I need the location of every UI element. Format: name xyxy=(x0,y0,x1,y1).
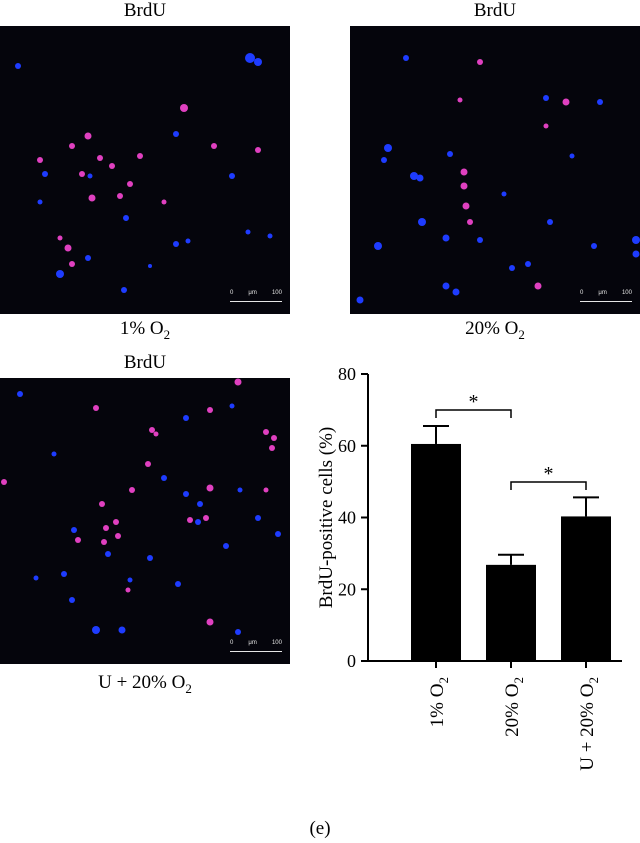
panel-2-caption: 20% O2 xyxy=(465,318,525,342)
figure-label: (e) xyxy=(309,818,331,839)
y-tick-label: 60 xyxy=(338,436,356,456)
significance-bracket xyxy=(510,481,587,490)
micrograph-3: 0 μm 100 xyxy=(0,378,290,664)
bar xyxy=(561,516,611,661)
cells-2 xyxy=(356,55,640,304)
y-axis-label: BrdU-positive cells (%) xyxy=(316,427,337,609)
panel-3-title: BrdU xyxy=(123,352,167,373)
scale-bar-1: 0 μm 100 xyxy=(230,290,282,304)
scale-bar-3: 0 μm 100 xyxy=(230,640,282,654)
micrograph-2: 0 μm 100 xyxy=(350,26,640,314)
panel-3-caption: U + 20% O2 xyxy=(98,672,192,696)
x-tick-label: 20% O2 xyxy=(502,677,526,737)
cells-1 xyxy=(15,53,273,293)
scale-bar-2: 0 μm 100 xyxy=(580,290,632,304)
significance-star: * xyxy=(469,391,479,413)
x-tick-label: 1% O2 xyxy=(427,677,451,727)
bar xyxy=(486,564,536,661)
y-tick-label: 20 xyxy=(338,579,356,599)
y-tick-label: 40 xyxy=(338,508,356,528)
panel-1-caption: 1% O2 xyxy=(119,318,171,342)
significance-star: * xyxy=(544,463,554,485)
x-tick-label: U + 20% O2 xyxy=(577,677,601,771)
y-tick-label: 80 xyxy=(338,364,356,384)
y-tick-label: 0 xyxy=(347,651,356,671)
panel-1-title: BrdU xyxy=(123,0,167,21)
bar xyxy=(411,443,461,661)
cells-3 xyxy=(1,378,281,635)
significance-bracket xyxy=(435,409,512,418)
bar-chart: 0 20 40 60 80 BrdU-positive cells (%) 1% O2 20%… xyxy=(316,364,622,771)
panel-2-title: BrdU xyxy=(473,0,517,21)
micrograph-1: 0 μm 100 xyxy=(0,26,290,314)
